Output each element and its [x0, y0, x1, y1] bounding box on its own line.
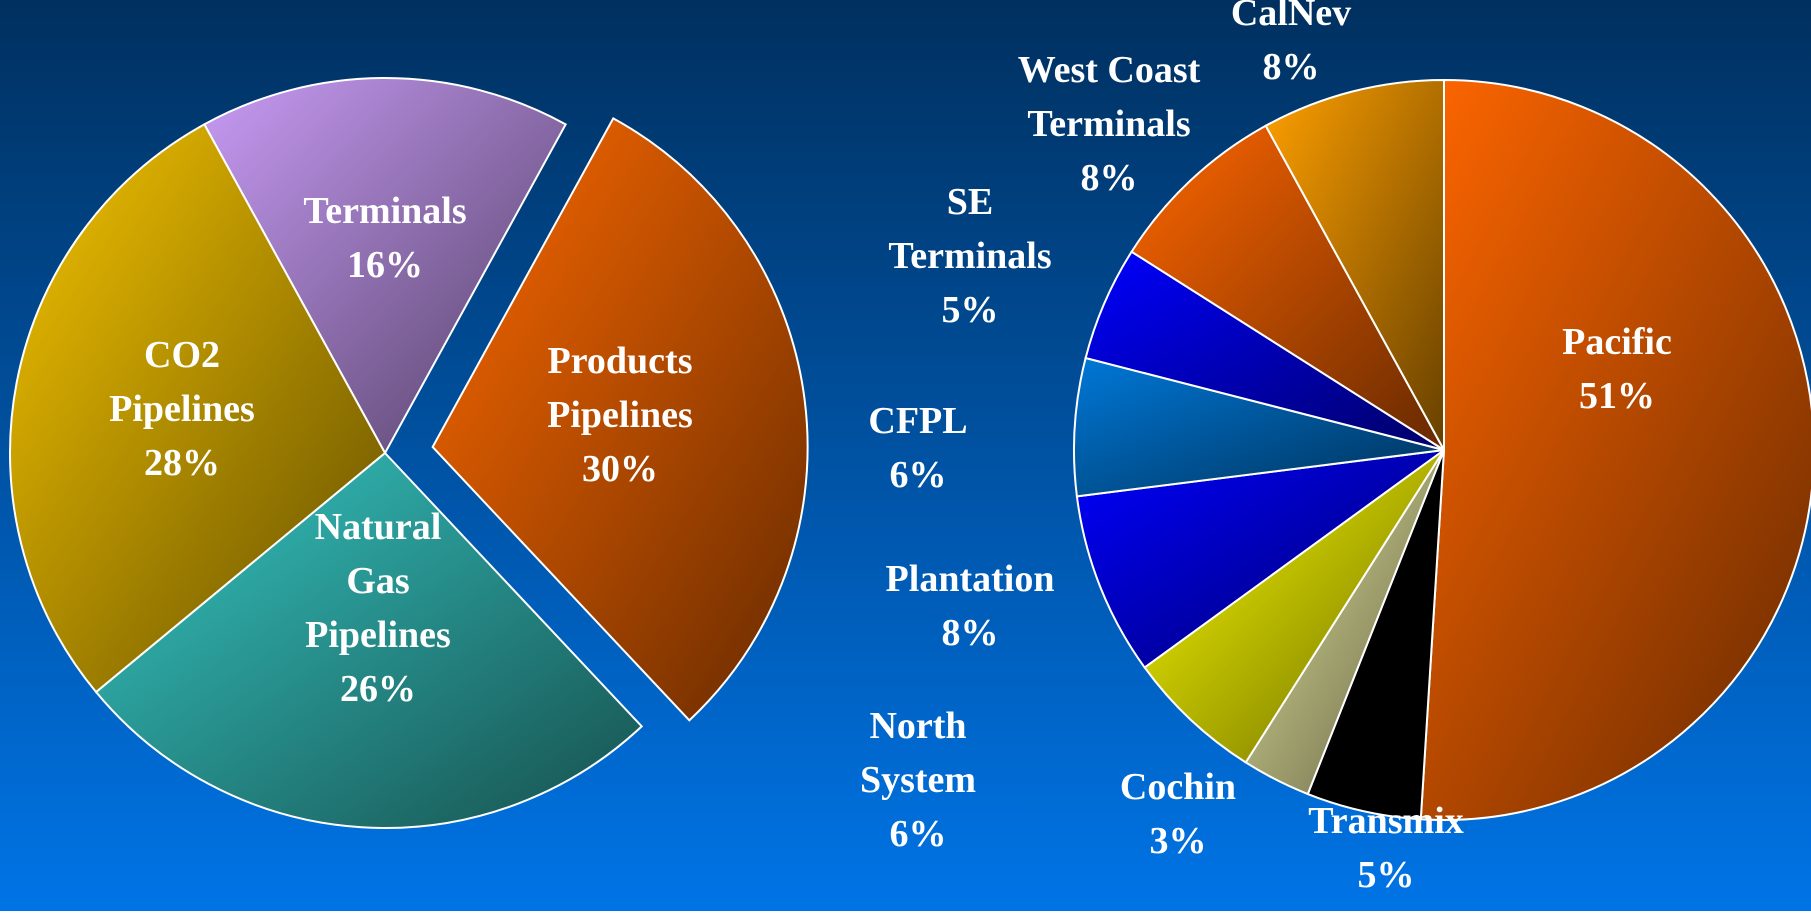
slice-label: Plantation	[886, 558, 1055, 600]
value-label: 28%	[144, 442, 220, 484]
slice-label: Pacific	[1562, 321, 1672, 363]
slice-label: North System	[860, 705, 976, 801]
label-line: Pipelines	[305, 614, 451, 656]
value-label: 6%	[890, 454, 947, 496]
slice-label: Products Pipelines	[547, 340, 693, 436]
pie-slice	[1419, 78, 1811, 821]
pie-slice	[1130, 124, 1445, 451]
slice-label: CO2 Pipelines	[109, 334, 255, 430]
slice-label: CalNev	[1231, 0, 1351, 34]
pie-slice	[1264, 78, 1445, 451]
value-label: 26%	[340, 668, 416, 710]
label-line: Terminals	[303, 190, 466, 232]
label-line: Plantation	[886, 558, 1055, 600]
value-label: 6%	[890, 813, 947, 855]
label-line: North	[869, 705, 966, 747]
label-line: Gas	[346, 560, 409, 602]
slice-label: SE Terminals	[888, 181, 1051, 277]
slice-label: West Coast Terminals	[1018, 49, 1201, 145]
label-line: CalNev	[1231, 0, 1351, 34]
value-label: 16%	[347, 244, 423, 286]
value-label: 5%	[942, 289, 999, 331]
slice-label: Natural Gas Pipelines	[305, 506, 451, 656]
label-line: SE	[947, 181, 993, 223]
pie-slice	[1143, 449, 1445, 764]
label-line: Pacific	[1562, 321, 1672, 363]
value-label: 30%	[582, 448, 658, 490]
label-line: Terminals	[1027, 103, 1190, 145]
label-line: Cochin	[1120, 766, 1236, 808]
pie-slice	[94, 451, 644, 829]
slice-label: Transmix	[1308, 800, 1464, 842]
label-line: Pipelines	[547, 394, 693, 436]
value-label: 8%	[942, 612, 999, 654]
value-label: 3%	[1150, 820, 1207, 862]
pie-slice	[1073, 356, 1445, 498]
value-label: 8%	[1263, 46, 1320, 88]
value-label: 8%	[1081, 157, 1138, 199]
label-line: System	[860, 759, 976, 801]
slice-label: Terminals	[303, 190, 466, 232]
label-line: Transmix	[1308, 800, 1464, 842]
label-line: CFPL	[868, 400, 967, 442]
pie-slice	[1075, 449, 1445, 669]
slice-label: Cochin	[1120, 766, 1236, 808]
pie-slice	[202, 77, 568, 456]
label-line: West Coast	[1018, 49, 1201, 91]
pie-slice	[9, 123, 387, 694]
pie-slice	[431, 117, 809, 722]
label-line: Products	[548, 340, 693, 382]
label-line: Terminals	[888, 235, 1051, 277]
label-line: Pipelines	[109, 388, 255, 430]
slice-label: CFPL	[868, 400, 967, 442]
label-line: Natural	[315, 506, 442, 548]
label-line: CO2	[144, 334, 220, 376]
value-label: 5%	[1358, 854, 1415, 896]
value-label: 51%	[1579, 375, 1655, 417]
